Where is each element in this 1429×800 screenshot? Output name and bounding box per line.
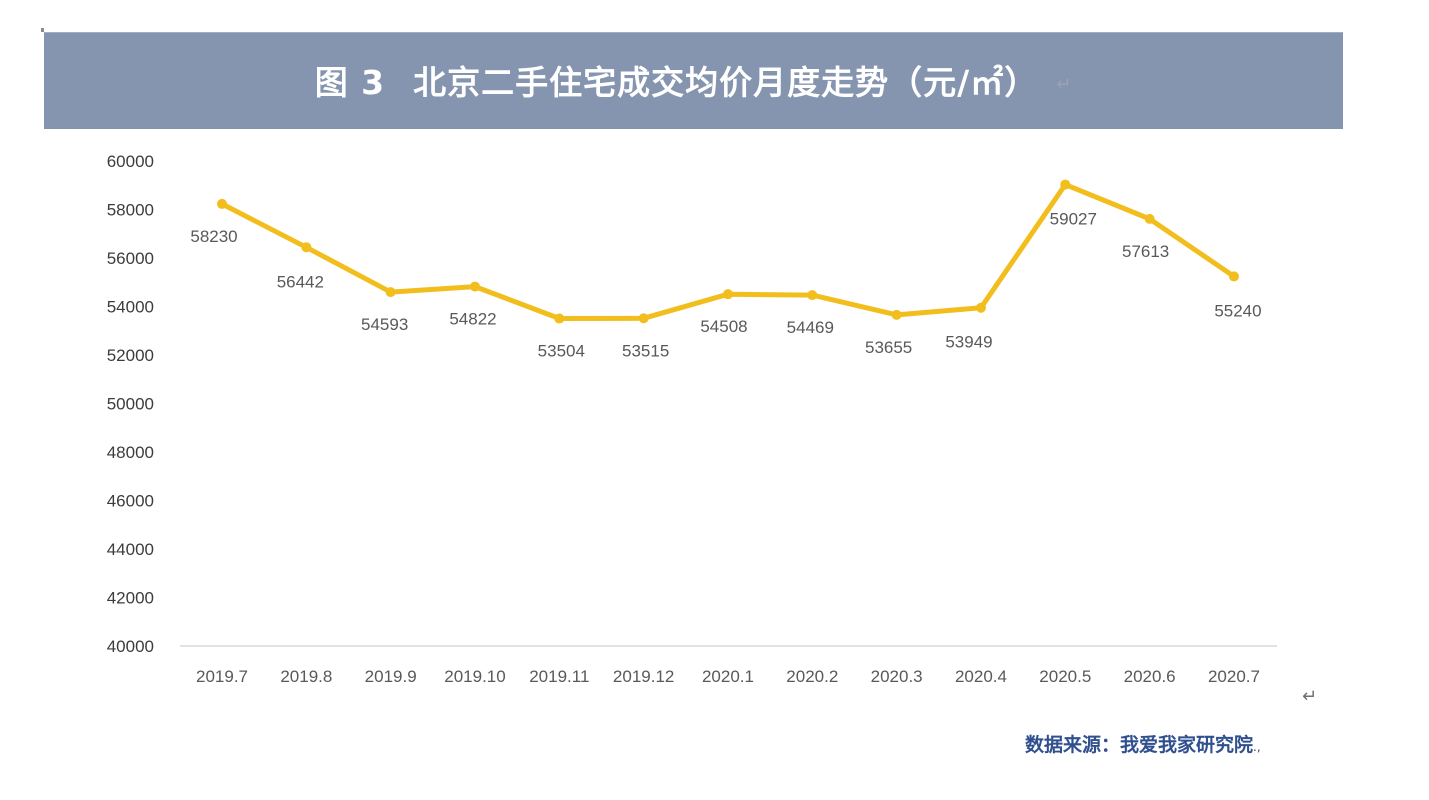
data-label: 58230: [190, 227, 237, 246]
figure-label: 图 3: [314, 63, 386, 102]
x-tick-label: 2019.11: [529, 667, 589, 686]
x-tick-label: 2020.7: [1208, 667, 1260, 686]
y-tick-label: 40000: [107, 637, 154, 656]
data-label: 54508: [700, 317, 747, 336]
data-point: [1060, 179, 1071, 190]
data-point: [469, 281, 480, 292]
title-banner: 图 3 北京二手住宅成交均价月度走势（元/㎡） ↵: [44, 32, 1343, 129]
y-tick-label: 44000: [107, 540, 154, 559]
data-point: [554, 313, 565, 324]
data-label: 57613: [1122, 242, 1169, 261]
source-text: 数据来源：我爱我家研究院: [1025, 734, 1254, 756]
data-label: 53515: [622, 341, 669, 360]
x-axis: 2019.7 2019.8 2019.9 2019.10 2019.11 2019.12 2…: [196, 667, 1260, 686]
x-tick-label: 2020.6: [1124, 667, 1176, 686]
x-tick-label: 2020.5: [1039, 667, 1091, 686]
x-tick-label: 2020.1: [702, 667, 754, 686]
y-tick-label: 52000: [107, 346, 154, 365]
y-tick-label: 60000: [107, 152, 154, 171]
data-point: [385, 287, 396, 298]
data-label: 55240: [1214, 301, 1261, 320]
data-label: 54593: [361, 315, 408, 334]
data-point: [891, 309, 902, 320]
y-axis: 40000 42000 44000 46000 48000 50000 52000 54000…: [107, 152, 154, 656]
data-label: 56442: [277, 272, 324, 291]
data-label: 59027: [1050, 210, 1097, 229]
x-tick-label: 2019.10: [444, 667, 505, 686]
data-point: [975, 302, 986, 313]
data-label: 54822: [449, 310, 496, 329]
data-point: [301, 242, 312, 253]
data-point: [807, 290, 818, 301]
data-label: 53655: [865, 338, 912, 357]
y-tick-label: 58000: [107, 201, 154, 220]
data-label: 54469: [787, 318, 834, 337]
y-tick-label: 46000: [107, 492, 154, 511]
data-point: [217, 198, 227, 209]
data-label: 53504: [538, 342, 585, 361]
title-text: 北京二手住宅成交均价月度走势（元/㎡）: [413, 63, 1039, 102]
source-trailing: .,: [1253, 740, 1261, 754]
data-point: [638, 313, 649, 324]
data-point: [1144, 213, 1155, 224]
x-tick-label: 2020.3: [871, 667, 923, 686]
corner-mark: [41, 28, 44, 32]
data-point: [1228, 271, 1239, 282]
data-label: 53949: [945, 333, 992, 352]
y-tick-label: 42000: [107, 589, 154, 608]
y-tick-label: 48000: [107, 443, 154, 462]
paragraph-return-icon: ↵: [1302, 686, 1318, 707]
y-tick-label: 54000: [107, 298, 154, 317]
y-tick-label: 56000: [107, 249, 154, 268]
chart-title: 图 3 北京二手住宅成交均价月度走势（元/㎡） ↵: [44, 33, 1343, 129]
data-labels: 58230 56442 54593 54822 53504 53515 54508 54469…: [190, 210, 1261, 361]
x-tick-label: 2020.4: [955, 667, 1007, 686]
x-tick-label: 2020.2: [786, 667, 838, 686]
x-tick-label: 2019.12: [613, 667, 674, 686]
data-source: 数据来源：我爱我家研究院.,: [1025, 730, 1261, 757]
x-tick-label: 2019.9: [365, 667, 417, 686]
x-tick-label: 2019.7: [196, 667, 248, 686]
data-point: [722, 289, 733, 300]
x-tick-label: 2019.8: [280, 667, 332, 686]
y-tick-label: 50000: [107, 395, 154, 414]
return-arrow-icon: ↵: [1056, 73, 1073, 95]
series-markers: [217, 179, 1239, 324]
